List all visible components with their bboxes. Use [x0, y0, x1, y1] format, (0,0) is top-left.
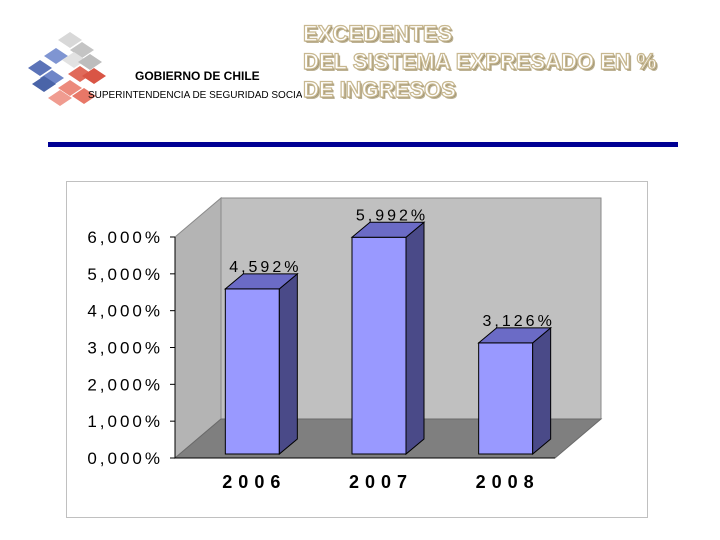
bar-front — [351, 236, 407, 455]
logo-red-tiles — [48, 66, 106, 106]
logo-blue-tiles — [28, 48, 68, 92]
bar-top — [350, 221, 426, 238]
y-tick-label: 3,000% — [87, 339, 163, 358]
bar-front — [478, 342, 534, 455]
header-divider — [48, 142, 678, 147]
logo-gray-tiles — [58, 32, 102, 70]
x-category-label: 2007 — [349, 472, 413, 492]
bar-front — [224, 288, 280, 455]
government-logo-icon — [28, 32, 106, 106]
bar-data-label: 5,992% — [356, 207, 428, 224]
x-category-label: 2006 — [222, 472, 286, 492]
y-tick-label: 4,000% — [87, 302, 163, 321]
bar-data-label: 4,592% — [229, 259, 301, 276]
bar-side — [532, 326, 552, 456]
chart-side-wall — [174, 196, 222, 460]
y-tick-label: 6,000% — [87, 228, 163, 247]
title-line-1: EXCEDENTES — [302, 20, 453, 46]
y-tick-label: 5,000% — [87, 265, 163, 284]
title-line-3: DE INGRESOS — [302, 76, 456, 102]
bar-top — [223, 273, 299, 290]
y-tick-label: 2,000% — [87, 375, 163, 394]
y-tick-label: 1,000% — [87, 412, 163, 431]
slide-title: EXCEDENTES DEL SISTEMA EXPRESADO EN % DE… — [302, 20, 713, 104]
bar-chart: 0,000% 1,000% 2,000% 3,000% 4,000% 5,000% 6,00… — [87, 196, 603, 492]
bar-top — [477, 327, 553, 344]
bar-side — [278, 272, 298, 456]
org-subtitle: SUPERINTENDENCIA DE SEGURIDAD SOCIAL — [88, 90, 302, 101]
x-category-label: 2008 — [476, 472, 540, 492]
y-tick-label: 0,000% — [87, 449, 163, 468]
bar-side — [405, 221, 425, 456]
org-name: GOBIERNO DE CHILE — [135, 69, 260, 83]
chart-frame: 0,000% 1,000% 2,000% 3,000% 4,000% 5,000% 6,00… — [66, 181, 648, 518]
bar-data-label: 3,126% — [483, 313, 555, 330]
title-line-2: DEL SISTEMA EXPRESADO EN % — [302, 48, 657, 74]
